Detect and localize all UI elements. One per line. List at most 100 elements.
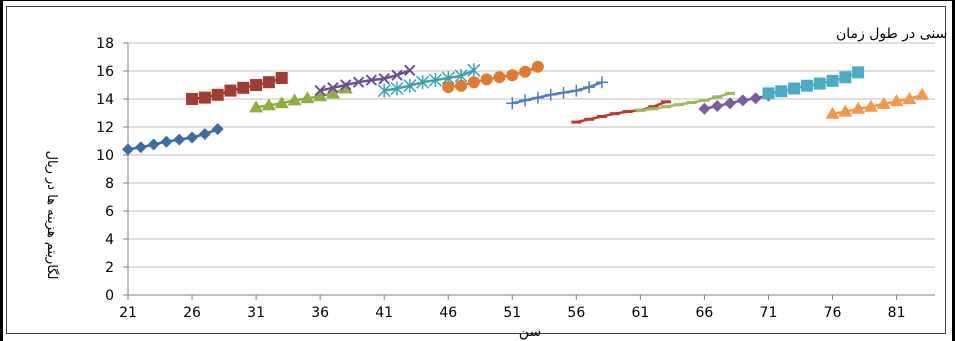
data-point: [595, 76, 608, 89]
chart-title: نمودار هزینه های بهداشت و سلامت خانوارها…: [836, 26, 955, 42]
data-point: [788, 82, 801, 95]
data-point: [455, 79, 468, 92]
series-3: [249, 81, 353, 113]
data-point: [698, 102, 711, 115]
data-point: [800, 79, 813, 92]
data-point: [467, 76, 480, 89]
x-tick-label: 81: [888, 305, 906, 321]
data-point: [467, 63, 481, 78]
data-point: [762, 87, 775, 100]
data-point: [365, 74, 378, 86]
data-point: [544, 88, 557, 101]
data-point: [211, 88, 224, 101]
x-tick-label: 26: [183, 305, 201, 321]
y-tick-label: 18: [96, 36, 114, 52]
data-point: [838, 104, 853, 117]
data-point: [224, 84, 237, 97]
series-4: [314, 64, 416, 97]
data-point: [825, 106, 840, 119]
data-point: [480, 73, 493, 86]
y-tick-label: 4: [105, 232, 114, 248]
data-point: [876, 96, 891, 109]
data-point: [749, 92, 762, 105]
data-point: [519, 65, 532, 78]
data-point: [300, 91, 315, 104]
data-point: [352, 76, 365, 88]
data-point: [327, 82, 339, 94]
axes: [123, 42, 935, 300]
chart-area-border: [6, 6, 946, 334]
data-point: [275, 72, 288, 84]
data-point: [186, 93, 199, 105]
data-point: [134, 141, 147, 154]
x-tick-label: 41: [375, 305, 393, 321]
y-tick-label: 16: [96, 64, 114, 80]
data-point: [851, 101, 866, 114]
series-line: [383, 69, 475, 92]
data-point: [531, 60, 544, 73]
data-point: [262, 76, 275, 89]
x-tick-label: 21: [119, 305, 137, 321]
data-point: [391, 69, 403, 81]
data-point: [390, 81, 404, 96]
data-point: [902, 92, 917, 104]
data-point: [583, 81, 596, 94]
data-point: [325, 86, 340, 99]
data-point: [237, 81, 250, 94]
data-point: [198, 91, 211, 104]
data-point: [340, 79, 352, 91]
series-6: [442, 60, 544, 94]
series-11: [762, 66, 865, 100]
data-point: [403, 78, 417, 93]
y-axis-label: لگاریتم هزینه ها در ریال: [44, 151, 60, 280]
y-tick-label: 6: [105, 204, 114, 220]
data-point: [711, 100, 724, 112]
data-point: [519, 94, 532, 107]
data-point: [570, 84, 583, 97]
data-point: [557, 86, 570, 99]
x-tick-labels: 21 26 31 36 41 46 51 56 61 66 71 76 81: [119, 305, 905, 321]
data-point: [813, 77, 826, 90]
x-axis-label: سن: [519, 324, 541, 340]
data-point: [531, 91, 544, 104]
x-tick-label: 71: [760, 305, 778, 321]
y-tick-label: 2: [105, 260, 114, 276]
data-point: [889, 94, 904, 107]
data-point: [839, 71, 852, 84]
x-tick-label: 66: [696, 305, 714, 321]
data-point: [915, 87, 930, 100]
series-line: [319, 69, 411, 92]
data-point: [287, 93, 302, 106]
series-9: [635, 91, 736, 112]
data-point: [724, 97, 737, 110]
y-tick-labels: 0 2 4 6 8 10 12 14 16 18: [96, 36, 114, 304]
series-5: [377, 63, 481, 98]
series-7: [506, 76, 608, 110]
data-point: [377, 83, 391, 98]
x-tick-label: 61: [631, 305, 649, 321]
data-point: [173, 133, 186, 146]
data-point: [147, 138, 160, 151]
data-point: [211, 123, 224, 136]
y-tick-label: 12: [96, 120, 114, 136]
data-point: [198, 128, 211, 140]
x-tick-label: 51: [503, 305, 521, 321]
data-point: [249, 100, 264, 113]
data-point: [428, 73, 442, 88]
x-tick-label: 46: [439, 305, 457, 321]
data-point: [274, 96, 289, 109]
data-point: [404, 64, 416, 77]
data-point: [775, 85, 788, 98]
data-point: [338, 81, 353, 94]
data-point: [416, 75, 430, 90]
y-tick-label: 0: [105, 288, 114, 304]
data-point: [442, 81, 455, 94]
y-tick-label: 8: [105, 176, 114, 192]
data-point: [261, 98, 276, 111]
x-tick-label: 76: [824, 305, 842, 321]
data-point: [736, 94, 749, 107]
data-point: [378, 72, 390, 85]
data-point: [160, 135, 173, 148]
data-point: [122, 143, 134, 156]
